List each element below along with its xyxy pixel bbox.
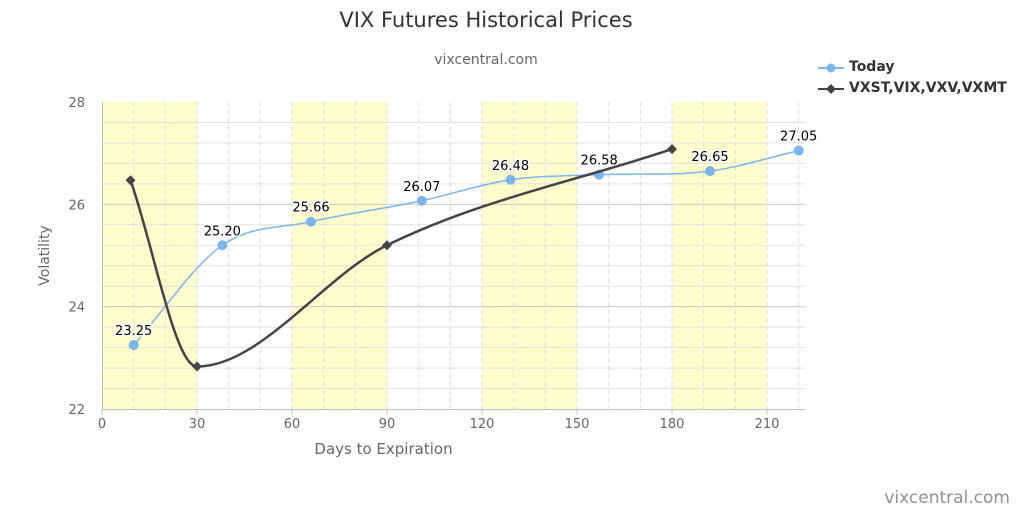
data-label: 27.05 <box>780 130 817 145</box>
chart-subtitle: vixcentral.com <box>434 52 538 68</box>
x-axis-title: Days to Expiration <box>314 440 452 458</box>
legend-label-today: Today <box>849 59 895 75</box>
legend-diamond-icon <box>818 84 844 94</box>
y-tick-label: 24 <box>68 301 85 316</box>
x-tick-label: 30 <box>189 417 206 432</box>
data-label: 25.20 <box>204 224 241 239</box>
data-point <box>192 361 202 372</box>
data-point <box>306 216 316 227</box>
data-label: 23.25 <box>115 324 152 339</box>
data-label: 25.66 <box>292 201 329 216</box>
x-tick-label: 90 <box>379 417 396 432</box>
y-tick-label: 26 <box>68 198 85 213</box>
x-tick-label: 210 <box>755 417 780 432</box>
shaded-band <box>102 102 197 409</box>
x-tick-label: 120 <box>470 417 495 432</box>
data-point <box>667 144 677 155</box>
legend-label-vxst-vix-vxv-vxmt: VXST,VIX,VXV,VXMT <box>849 80 1007 96</box>
shaded-band <box>292 102 387 409</box>
y-tick-label: 22 <box>68 403 85 418</box>
series-line-vxst-vix-vxv-vxmt <box>129 147 673 368</box>
chart-title: VIX Futures Historical Prices <box>339 8 633 32</box>
x-tick-label: 0 <box>98 417 106 432</box>
y-tick-label: 28 <box>68 96 85 111</box>
data-point <box>416 195 427 206</box>
y-axis-title: Volatility <box>37 225 53 285</box>
data-point <box>505 174 516 185</box>
legend-circle-icon <box>818 63 844 73</box>
x-tick-label: 60 <box>284 417 301 432</box>
data-point <box>128 340 139 351</box>
data-point <box>217 240 228 251</box>
shaded-band <box>672 102 767 409</box>
x-tick-label: 180 <box>660 417 685 432</box>
data-point <box>793 145 804 156</box>
data-label: 26.65 <box>691 150 728 165</box>
data-label: 26.48 <box>492 159 529 174</box>
credit-link[interactable]: vixcentral.com <box>884 488 1010 508</box>
data-label: 26.58 <box>581 154 618 169</box>
data-point <box>705 166 715 177</box>
shaded-band <box>482 102 577 409</box>
data-point <box>382 240 392 251</box>
x-tick-label: 150 <box>565 417 590 432</box>
data-label: 26.07 <box>403 180 440 195</box>
data-point <box>125 175 136 186</box>
